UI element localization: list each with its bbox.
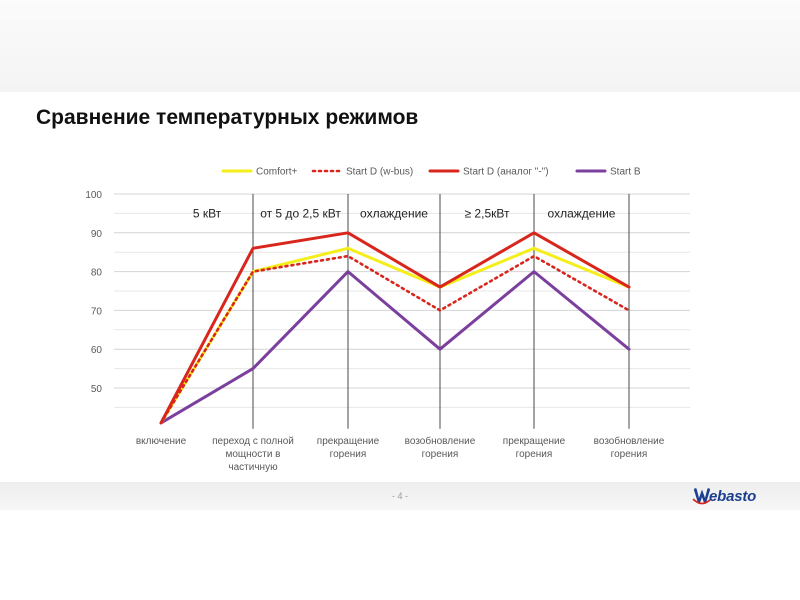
x-tick-label: прекращение (503, 436, 566, 447)
x-tick-label: прекращение (317, 436, 380, 447)
y-tick-label: 60 (91, 345, 103, 356)
phase-label: 5 кВт (193, 206, 222, 220)
legend-label: Comfort+ (256, 167, 298, 178)
webasto-logo: ebasto (692, 486, 756, 506)
phase-label: ≥ 2,5кВт (465, 206, 510, 220)
phase-label: от 5 до 2,5 кВт (260, 206, 341, 220)
y-tick-label: 50 (91, 384, 103, 395)
page-number: - 4 - (391, 491, 408, 501)
series-line (159, 246, 631, 425)
x-tick-label: мощности в (225, 449, 280, 460)
x-tick-label: горения (611, 449, 648, 460)
phase-label: охлаждение (548, 206, 616, 220)
legend-label: Start B (610, 167, 641, 178)
header-band (0, 0, 800, 92)
slide-title: Сравнение температурных режимов (36, 106, 419, 129)
y-tick-label: 70 (91, 306, 103, 317)
x-tick-label: возобновление (405, 435, 476, 447)
line-chart: 50 60 70 80 90 100 5 кВт от 5 до 2,5 кВт охлажде… (85, 167, 690, 473)
x-tick-label: включение (136, 436, 187, 447)
series-line (159, 254, 631, 425)
x-tick-label: возобновление (594, 435, 665, 447)
legend-label: Start D (аналог "-") (463, 167, 549, 178)
x-tick-label: горения (422, 449, 459, 460)
x-tick-label: горения (516, 449, 553, 460)
x-tick-label: горения (330, 449, 367, 460)
webasto-w-icon (692, 488, 712, 505)
y-tick-label: 100 (85, 190, 102, 201)
footer-band (0, 482, 800, 510)
series-line (159, 270, 631, 425)
series-line (159, 231, 631, 425)
x-tick-label: частичную (228, 462, 278, 473)
y-tick-label: 90 (91, 229, 103, 240)
phase-label: охлаждение (360, 206, 428, 220)
y-tick-label: 80 (91, 268, 103, 279)
logo-text: ebasto (709, 487, 757, 505)
x-tick-label: переход с полной (212, 436, 294, 447)
blank-area (0, 510, 800, 600)
legend-label: Start D (w-bus) (346, 167, 413, 178)
